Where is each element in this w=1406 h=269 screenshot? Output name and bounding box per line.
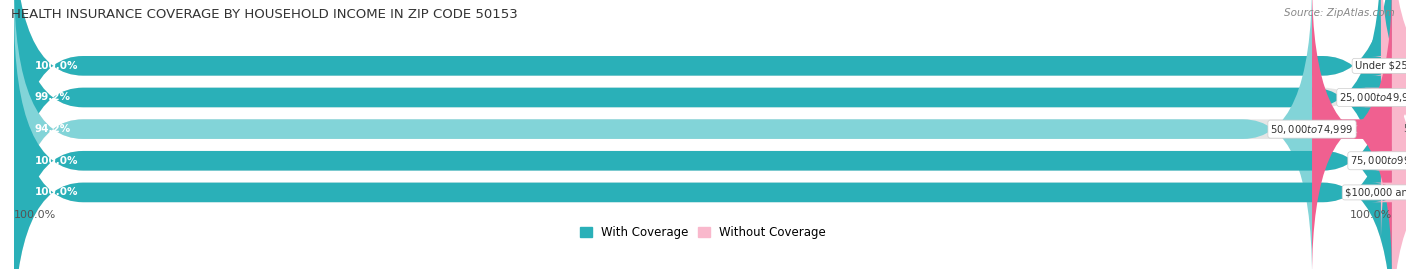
Text: 99.2%: 99.2% bbox=[35, 93, 70, 102]
FancyBboxPatch shape bbox=[1371, 0, 1406, 214]
FancyBboxPatch shape bbox=[14, 0, 1392, 214]
Text: HEALTH INSURANCE COVERAGE BY HOUSEHOLD INCOME IN ZIP CODE 50153: HEALTH INSURANCE COVERAGE BY HOUSEHOLD I… bbox=[11, 8, 517, 21]
FancyBboxPatch shape bbox=[14, 44, 1392, 269]
FancyBboxPatch shape bbox=[1371, 12, 1406, 269]
FancyBboxPatch shape bbox=[14, 0, 1392, 269]
Text: 94.2%: 94.2% bbox=[35, 124, 70, 134]
Text: Under $25,000: Under $25,000 bbox=[1354, 61, 1406, 71]
Text: Source: ZipAtlas.com: Source: ZipAtlas.com bbox=[1284, 8, 1395, 18]
FancyBboxPatch shape bbox=[14, 0, 1392, 214]
Text: $50,000 to $74,999: $50,000 to $74,999 bbox=[1271, 123, 1354, 136]
Text: 100.0%: 100.0% bbox=[35, 156, 79, 166]
FancyBboxPatch shape bbox=[14, 12, 1392, 269]
Text: $100,000 and over: $100,000 and over bbox=[1344, 187, 1406, 197]
Text: 100.0%: 100.0% bbox=[1350, 210, 1392, 220]
Text: 5.8%: 5.8% bbox=[1403, 124, 1406, 134]
FancyBboxPatch shape bbox=[14, 44, 1392, 269]
FancyBboxPatch shape bbox=[1312, 0, 1392, 269]
Text: $75,000 to $99,999: $75,000 to $99,999 bbox=[1350, 154, 1406, 167]
Text: 100.0%: 100.0% bbox=[14, 210, 56, 220]
FancyBboxPatch shape bbox=[14, 0, 1381, 246]
FancyBboxPatch shape bbox=[1360, 0, 1406, 246]
FancyBboxPatch shape bbox=[14, 12, 1392, 269]
Text: $25,000 to $49,999: $25,000 to $49,999 bbox=[1340, 91, 1406, 104]
FancyBboxPatch shape bbox=[14, 0, 1312, 269]
Text: 100.0%: 100.0% bbox=[35, 61, 79, 71]
Text: 100.0%: 100.0% bbox=[35, 187, 79, 197]
FancyBboxPatch shape bbox=[1371, 44, 1406, 269]
Legend: With Coverage, Without Coverage: With Coverage, Without Coverage bbox=[579, 226, 827, 239]
FancyBboxPatch shape bbox=[14, 0, 1392, 246]
